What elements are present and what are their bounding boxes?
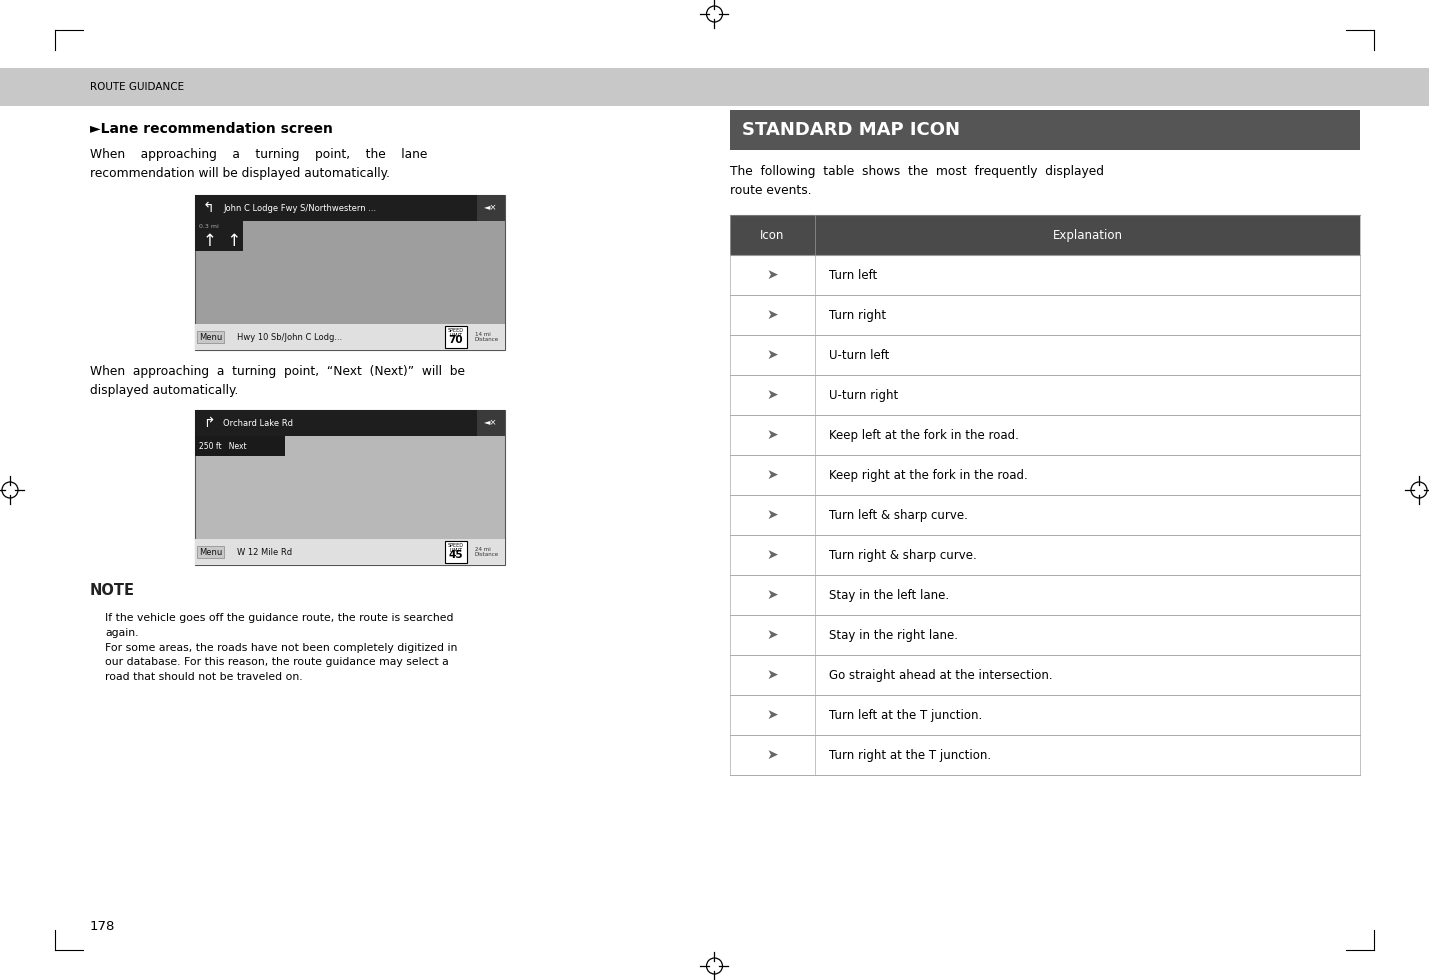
- Text: Go straight ahead at the intersection.: Go straight ahead at the intersection.: [829, 668, 1053, 681]
- Text: 250 ft   Next: 250 ft Next: [199, 442, 247, 451]
- Text: Keep right at the fork in the road.: Keep right at the fork in the road.: [829, 468, 1027, 481]
- Bar: [194, 410, 504, 436]
- Text: ◄×: ◄×: [484, 204, 497, 213]
- Text: U-turn right: U-turn right: [829, 388, 899, 402]
- Bar: [730, 455, 1360, 495]
- Text: ↑  ↑: ↑ ↑: [203, 232, 242, 250]
- Text: ➤: ➤: [767, 428, 779, 442]
- Text: ►Lane recommendation screen: ►Lane recommendation screen: [90, 122, 333, 136]
- Bar: [194, 195, 504, 350]
- Bar: [194, 539, 504, 565]
- Text: ➤: ➤: [767, 468, 779, 482]
- Text: Hwy 10 Sb/John C Lodg...: Hwy 10 Sb/John C Lodg...: [237, 332, 343, 341]
- Text: ➤: ➤: [767, 548, 779, 562]
- Text: ➤: ➤: [767, 628, 779, 642]
- Bar: [730, 575, 1360, 615]
- Text: ➤: ➤: [767, 348, 779, 362]
- Text: ↱: ↱: [203, 416, 214, 430]
- Bar: [730, 655, 1360, 695]
- Bar: [194, 195, 504, 221]
- Text: Turn right: Turn right: [829, 309, 886, 321]
- Text: ➤: ➤: [767, 668, 779, 682]
- Bar: [194, 436, 284, 456]
- Bar: [0, 68, 1429, 106]
- Text: SPEED
LIMIT: SPEED LIMIT: [449, 543, 464, 553]
- Bar: [730, 495, 1360, 535]
- Bar: [194, 410, 504, 565]
- Bar: [730, 615, 1360, 655]
- Text: ➤: ➤: [767, 588, 779, 602]
- Bar: [730, 375, 1360, 415]
- Text: 70: 70: [449, 335, 463, 345]
- Text: Turn left at the T junction.: Turn left at the T junction.: [829, 709, 982, 721]
- Text: Explanation: Explanation: [1053, 228, 1123, 241]
- Text: ➤: ➤: [767, 268, 779, 282]
- Text: Turn left: Turn left: [829, 269, 877, 281]
- Text: NOTE: NOTE: [90, 583, 134, 598]
- Text: 45: 45: [449, 550, 463, 560]
- Text: Icon: Icon: [760, 228, 785, 241]
- Text: 0.3 mi: 0.3 mi: [199, 224, 219, 229]
- Text: Turn right & sharp curve.: Turn right & sharp curve.: [829, 549, 977, 562]
- Bar: [730, 215, 1360, 255]
- Text: STANDARD MAP ICON: STANDARD MAP ICON: [742, 121, 960, 139]
- Text: U-turn left: U-turn left: [829, 349, 889, 362]
- Bar: [444, 326, 467, 348]
- Text: ➤: ➤: [767, 388, 779, 402]
- Text: ➤: ➤: [767, 708, 779, 722]
- Bar: [730, 415, 1360, 455]
- Bar: [730, 735, 1360, 775]
- Bar: [477, 410, 504, 436]
- Text: ➤: ➤: [767, 748, 779, 762]
- Text: John C Lodge Fwy S/Northwestern ...: John C Lodge Fwy S/Northwestern ...: [223, 204, 376, 213]
- Bar: [730, 295, 1360, 335]
- Bar: [730, 255, 1360, 295]
- Bar: [194, 221, 243, 251]
- Text: Menu: Menu: [199, 548, 223, 557]
- Text: ↰: ↰: [203, 201, 214, 215]
- Text: 24 mi
Distance: 24 mi Distance: [474, 547, 499, 558]
- Text: ◄×: ◄×: [484, 418, 497, 427]
- Bar: [730, 335, 1360, 375]
- Text: SPEED
LIMIT: SPEED LIMIT: [449, 328, 464, 338]
- Bar: [444, 541, 467, 563]
- Text: Orchard Lake Rd: Orchard Lake Rd: [223, 418, 293, 427]
- Bar: [730, 695, 1360, 735]
- Bar: [730, 535, 1360, 575]
- Bar: [477, 195, 504, 221]
- Text: The  following  table  shows  the  most  frequently  displayed
route events.: The following table shows the most frequ…: [730, 165, 1105, 197]
- Text: When  approaching  a  turning  point,  “Next  (Next)”  will  be
displayed automa: When approaching a turning point, “Next …: [90, 365, 464, 397]
- Text: W 12 Mile Rd: W 12 Mile Rd: [237, 548, 292, 557]
- Text: Menu: Menu: [199, 332, 223, 341]
- Text: ➤: ➤: [767, 308, 779, 322]
- Bar: [194, 324, 504, 350]
- Text: When    approaching    a    turning    point,    the    lane
recommendation will: When approaching a turning point, the la…: [90, 148, 427, 179]
- Text: Stay in the left lane.: Stay in the left lane.: [829, 589, 949, 602]
- Text: Turn right at the T junction.: Turn right at the T junction.: [829, 749, 992, 761]
- Bar: [730, 110, 1360, 150]
- Text: If the vehicle goes off the guidance route, the route is searched
again.
For som: If the vehicle goes off the guidance rou…: [104, 613, 457, 682]
- Text: ROUTE GUIDANCE: ROUTE GUIDANCE: [90, 82, 184, 92]
- Text: ➤: ➤: [767, 508, 779, 522]
- Text: Keep left at the fork in the road.: Keep left at the fork in the road.: [829, 428, 1019, 442]
- Text: Stay in the right lane.: Stay in the right lane.: [829, 628, 957, 642]
- Text: 14 mi
Distance: 14 mi Distance: [474, 332, 499, 342]
- Text: Turn left & sharp curve.: Turn left & sharp curve.: [829, 509, 967, 521]
- Text: 178: 178: [90, 920, 116, 933]
